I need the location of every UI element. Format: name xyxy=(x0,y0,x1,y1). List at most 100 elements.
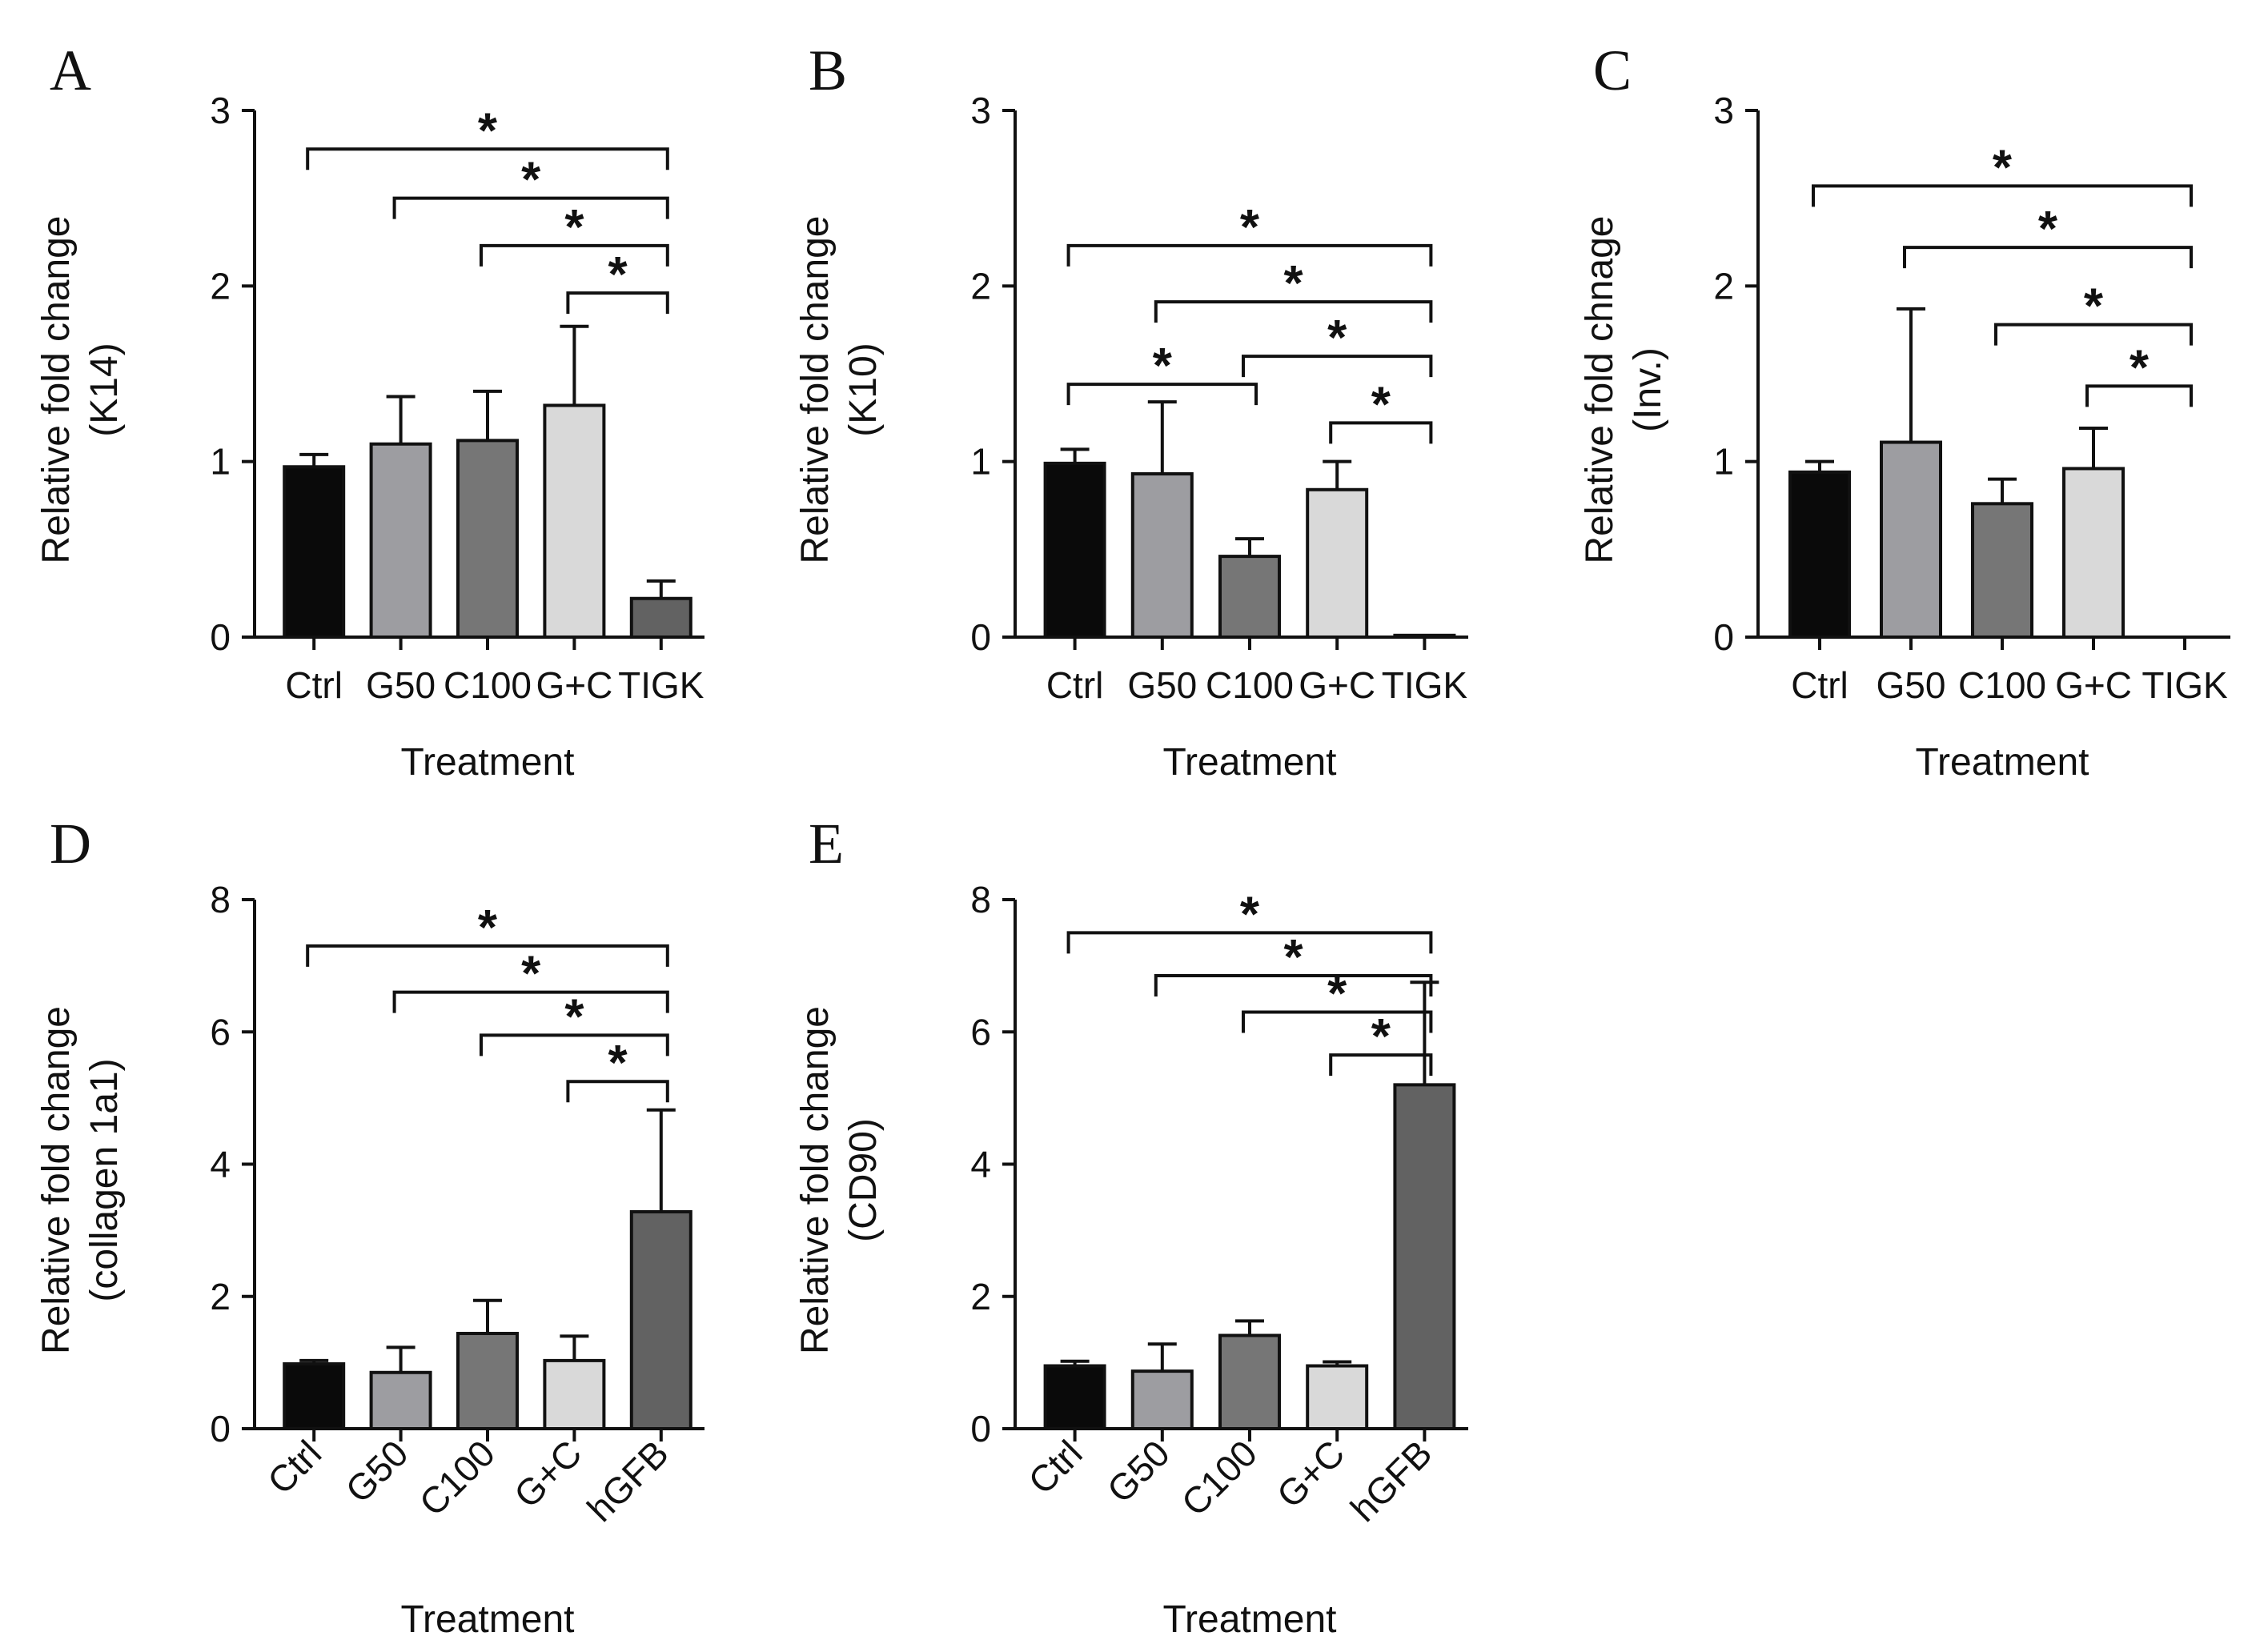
panel-a: A 0 1 2 3 Ctrl G50 C100 G+C TIGK Treatment Relative… xyxy=(35,38,704,784)
y-tick-label: 1 xyxy=(210,441,231,483)
x-tick-label: G50 xyxy=(337,1432,415,1510)
significance-bracket xyxy=(1242,1010,1433,1033)
x-axis-title: Treatment xyxy=(401,1598,575,1641)
panel-letter: E xyxy=(809,812,844,876)
bar-c100 xyxy=(1971,502,2033,639)
significance-star: * xyxy=(1240,200,1260,255)
significance-bracket xyxy=(1066,243,1433,267)
y-tick-label: 0 xyxy=(970,1408,991,1450)
y-tick-label: 0 xyxy=(1713,616,1734,658)
y-axis-subtitle: (Inv.) xyxy=(1627,347,1669,432)
significance-bracket xyxy=(1066,931,1433,954)
x-axis-title: Treatment xyxy=(1916,741,2089,784)
y-tick-label: 4 xyxy=(970,1144,991,1185)
panel-c: C 0 1 2 3 Ctrl G50 C100 G+C TIGK Treatment Relative… xyxy=(1579,38,2230,784)
significance-star: * xyxy=(1327,311,1347,366)
bar-hgfb xyxy=(629,1209,692,1430)
significance-star: * xyxy=(1371,377,1391,432)
bar-g-c xyxy=(1306,1364,1369,1430)
bar-g50 xyxy=(369,442,432,639)
y-axis-title: Relative fold change xyxy=(794,216,837,564)
bar-g-c xyxy=(543,403,606,639)
x-tick-label: G50 xyxy=(1099,1432,1178,1510)
bar-c100 xyxy=(1218,1333,1281,1431)
x-tick-label: G50 xyxy=(1877,664,1946,706)
y-axis-subtitle: (collagen 1a1) xyxy=(83,1058,126,1301)
x-tick-label: C100 xyxy=(1958,664,2046,706)
bar-ctrl xyxy=(1043,461,1106,639)
significance-star: * xyxy=(478,900,498,956)
significance-star: * xyxy=(521,947,541,1002)
significance-star: * xyxy=(2084,279,2104,335)
y-tick-label: 6 xyxy=(970,1011,991,1053)
y-tick-label: 2 xyxy=(970,265,991,307)
x-tick-label: hGFB xyxy=(579,1432,676,1530)
significance-star: * xyxy=(1284,256,1304,311)
significance-star: * xyxy=(2038,202,2058,257)
bar-g50 xyxy=(1880,440,1942,639)
significance-bracket xyxy=(1154,974,1433,997)
significance-bracket xyxy=(1329,1053,1433,1077)
bar-tigk xyxy=(1393,633,1456,639)
y-axis-subtitle: (K14) xyxy=(83,343,126,436)
significance-bracket xyxy=(306,944,669,967)
significance-star: * xyxy=(478,103,498,158)
y-tick-label: 2 xyxy=(210,1276,231,1317)
significance-bracket xyxy=(1066,383,1258,406)
y-axis-subtitle: (K10) xyxy=(842,343,885,436)
y-tick-label: 2 xyxy=(1713,265,1734,307)
x-tick-label: G+C xyxy=(536,664,612,706)
x-tick-label: Ctrl xyxy=(1791,664,1849,706)
significance-star: * xyxy=(1153,339,1173,394)
x-axis-title: Treatment xyxy=(401,741,575,784)
x-tick-label: G50 xyxy=(1127,664,1197,706)
x-tick-label: Ctrl xyxy=(285,664,343,706)
significance-bracket xyxy=(1994,323,2193,346)
x-tick-label: C100 xyxy=(411,1432,504,1524)
bar-g-c xyxy=(1306,487,1369,640)
significance-star: * xyxy=(521,153,541,208)
bar-tigk xyxy=(629,596,692,639)
y-tick-label: 0 xyxy=(210,1408,231,1450)
bar-g50 xyxy=(369,1370,432,1431)
x-tick-label: C100 xyxy=(444,664,532,706)
y-tick-label: 8 xyxy=(970,879,991,920)
significance-star: * xyxy=(608,1036,628,1091)
bar-g50 xyxy=(1130,472,1194,640)
panel-letter: D xyxy=(50,812,91,876)
significance-star: * xyxy=(564,200,584,255)
bar-ctrl xyxy=(283,465,346,639)
x-tick-label: TIGK xyxy=(618,664,704,706)
y-tick-label: 6 xyxy=(210,1011,231,1053)
y-tick-label: 0 xyxy=(210,616,231,658)
significance-bracket xyxy=(1154,300,1433,323)
y-tick-label: 8 xyxy=(210,879,231,920)
x-tick-label: C100 xyxy=(1206,664,1294,706)
significance-star: * xyxy=(1993,140,2013,195)
significance-star: * xyxy=(1284,930,1304,985)
significance-star: * xyxy=(1240,887,1260,942)
bar-ctrl xyxy=(1043,1364,1106,1430)
x-tick-label: TIGK xyxy=(2142,664,2228,706)
x-tick-label: Ctrl xyxy=(1020,1432,1090,1502)
significance-bracket xyxy=(306,147,669,170)
significance-bracket xyxy=(1903,246,2193,269)
bar-c100 xyxy=(1218,555,1281,640)
significance-bracket xyxy=(566,1080,669,1103)
significance-star: * xyxy=(564,989,584,1045)
x-tick-label: G+C xyxy=(1269,1432,1353,1516)
significance-bracket xyxy=(1242,355,1433,378)
significance-bracket xyxy=(2085,384,2193,407)
y-tick-label: 1 xyxy=(1713,441,1734,483)
bar-ctrl xyxy=(1788,470,1851,639)
y-axis-subtitle: (CD90) xyxy=(842,1118,885,1242)
significance-bracket xyxy=(480,243,669,267)
significance-bracket xyxy=(480,1033,669,1057)
y-tick-label: 2 xyxy=(970,1276,991,1317)
panel-letter: A xyxy=(50,38,91,102)
x-tick-label: hGFB xyxy=(1343,1432,1440,1530)
x-tick-label: G+C xyxy=(1299,664,1375,706)
y-tick-label: 1 xyxy=(970,441,991,483)
